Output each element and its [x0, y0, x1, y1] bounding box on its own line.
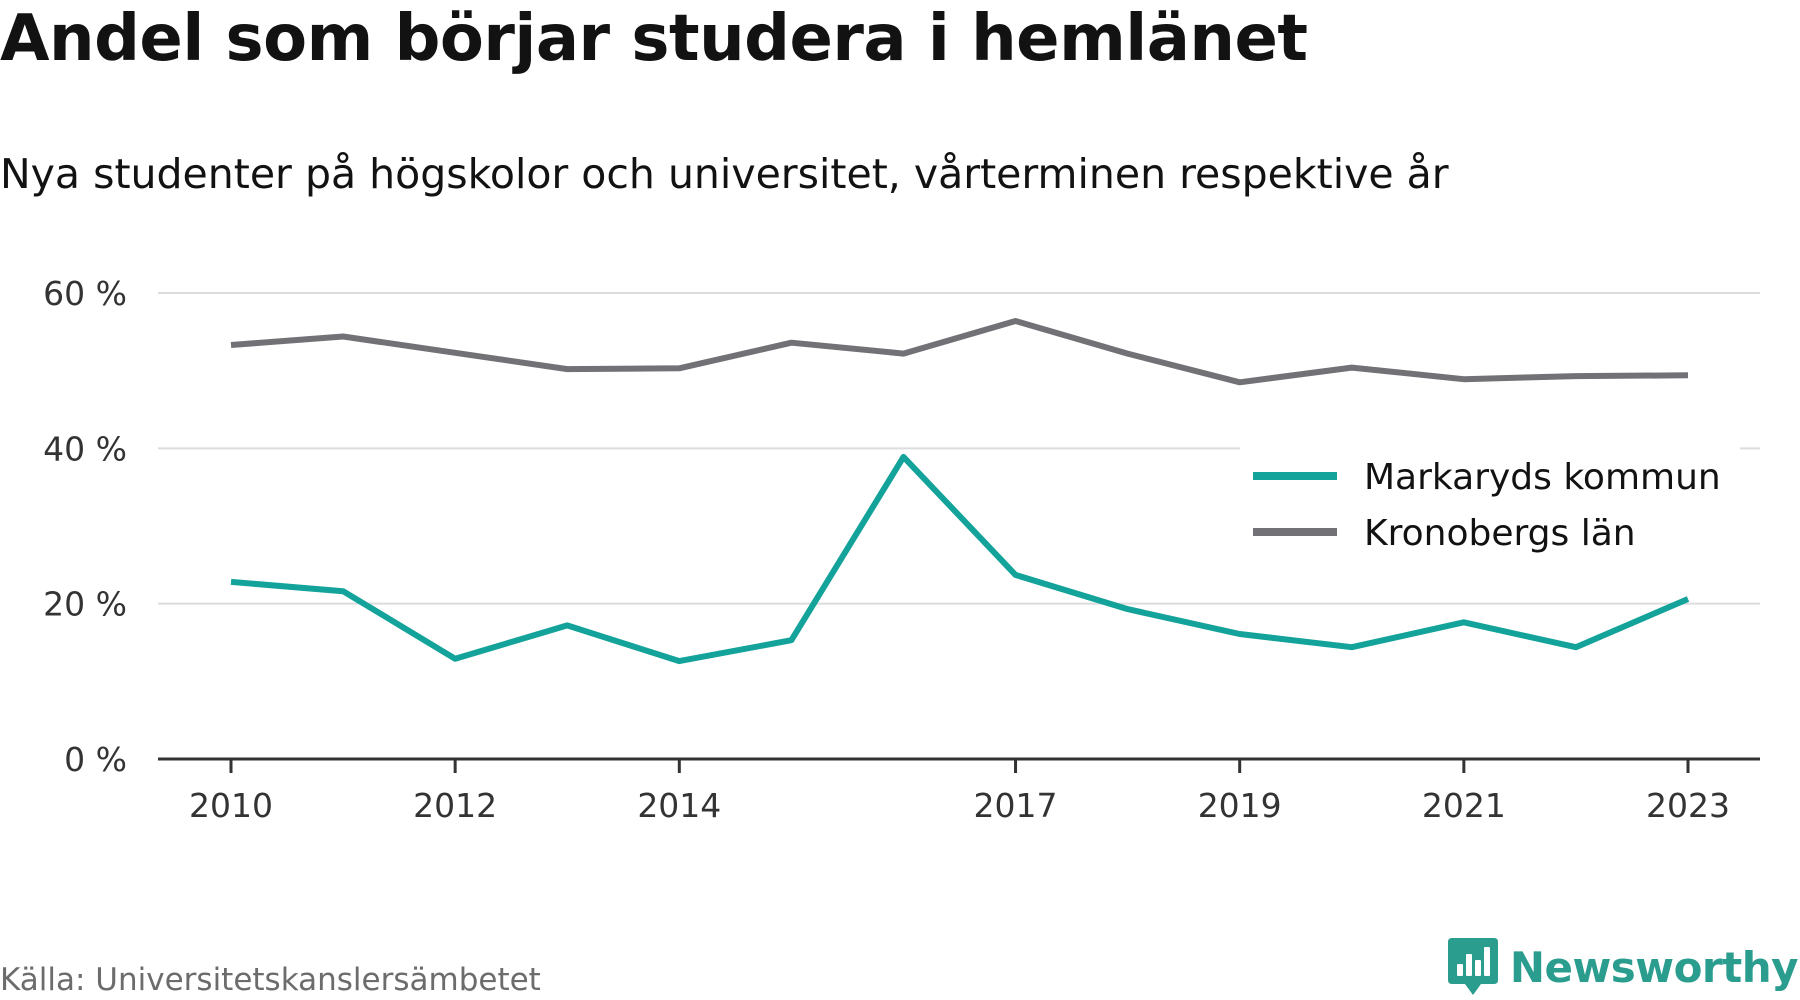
legend-label: Markaryds kommun: [1364, 457, 1721, 498]
x-tick-label: 2012: [413, 786, 497, 825]
legend-label: Kronobergs län: [1364, 513, 1636, 554]
y-tick-label: 0 %: [64, 740, 127, 779]
newsworthy-brand: Newsworthy: [1447, 938, 1799, 996]
x-tick-label: 2017: [974, 786, 1058, 825]
axes: 0 % 20 % 40 % 60 % 2010 2012 2014 2017 2019 2021 2…: [43, 274, 1760, 825]
legend: Markaryds kommun Kronobergs län: [1240, 446, 1740, 572]
source-text: Källa: Universitetskanslersämbetet: [0, 962, 541, 998]
brand-name: Newsworthy: [1509, 942, 1799, 992]
series-line-kronobergs-lan: [230, 318, 1689, 386]
x-tick-label: 2019: [1198, 786, 1282, 825]
series-line-markaryds-kommun: [230, 453, 1690, 665]
y-tick-label: 20 %: [43, 585, 127, 624]
x-tick-label: 2021: [1422, 786, 1506, 825]
x-tick-label: 2010: [189, 786, 273, 825]
x-tick-label: 2014: [637, 786, 721, 825]
newsworthy-logo-icon: [1447, 938, 1498, 995]
y-tick-label: 60 %: [43, 274, 127, 313]
series-lines: [230, 318, 1690, 665]
x-tick-label: 2023: [1646, 786, 1730, 825]
chart-subtitle: Nya studenter på högskolor och universit…: [0, 150, 1449, 198]
y-tick-label: 40 %: [43, 429, 127, 468]
legend-background: [1240, 446, 1740, 572]
chart-title: Andel som börjar studera i hemlänet: [0, 2, 1308, 76]
